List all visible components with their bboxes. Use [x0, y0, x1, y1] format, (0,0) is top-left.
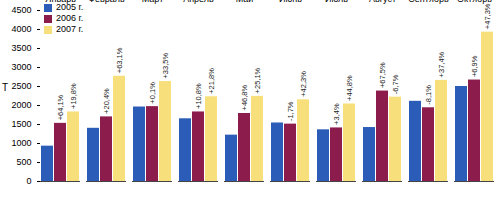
svg-text:Июль: Июль [325, 0, 348, 4]
svg-text:+44,8%: +44,8% [345, 75, 354, 101]
svg-text:0: 0 [26, 176, 31, 186]
svg-text:2500: 2500 [11, 81, 31, 91]
svg-text:1500: 1500 [11, 119, 31, 129]
svg-text:-1,7%: -1,7% [286, 101, 295, 121]
html-text:Т: Т [2, 82, 9, 93]
svg-text:+67,5%: +67,5% [378, 62, 387, 88]
svg-text:2000: 2000 [11, 100, 31, 110]
html-text:2006 г.: 2006 г. [56, 13, 84, 23]
svg-text:-8,1%: -8,1% [424, 85, 433, 105]
svg-text:+3,4%: +3,4% [332, 103, 341, 125]
svg-text:+47,3%: +47,3% [483, 3, 492, 29]
svg-text:+42,3%: +42,3% [299, 71, 308, 97]
svg-text:Сентябрь: Сентябрь [408, 0, 449, 4]
svg-text:+6,9%: +6,9% [470, 55, 479, 77]
svg-text:+10,8%: +10,8% [194, 83, 203, 109]
svg-text:3500: 3500 [11, 43, 31, 53]
svg-text:+25,1%: +25,1% [253, 67, 262, 93]
svg-text:+21,8%: +21,8% [207, 68, 216, 94]
svg-text:+37,4%: +37,4% [437, 51, 446, 77]
svg-text:500: 500 [16, 157, 31, 167]
svg-text:Март: Март [142, 0, 164, 4]
svg-text:1000: 1000 [11, 138, 31, 148]
svg-text:+63,1%: +63,1% [115, 47, 124, 73]
svg-text:+64,1%: +64,1% [56, 94, 65, 120]
svg-text:-6,7%: -6,7% [391, 74, 400, 94]
svg-text:+0,1%: +0,1% [148, 82, 157, 104]
svg-text:Апрель: Апрель [183, 0, 214, 4]
html-text:2007 г.: 2007 г. [56, 24, 84, 34]
svg-text:Октябрь: Октябрь [457, 0, 492, 4]
svg-text:+33,5%: +33,5% [161, 53, 170, 79]
svg-text:+19,8%: +19,8% [69, 83, 78, 109]
svg-text:+46,8%: +46,8% [240, 85, 249, 111]
svg-text:Февраль: Февраль [88, 0, 125, 4]
svg-text:3000: 3000 [11, 62, 31, 72]
svg-text:+20,4%: +20,4% [102, 88, 111, 114]
html-text:2005 г.: 2005 г. [56, 2, 84, 12]
svg-text:4000: 4000 [11, 24, 31, 34]
svg-text:4500: 4500 [11, 5, 31, 15]
svg-text:Август: Август [369, 0, 396, 4]
svg-text:Июнь: Июнь [279, 0, 302, 4]
svg-text:Май: Май [236, 0, 254, 4]
